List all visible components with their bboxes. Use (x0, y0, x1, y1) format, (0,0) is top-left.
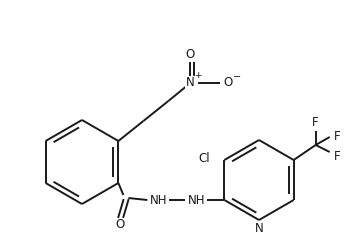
Text: O: O (186, 49, 195, 61)
Text: F: F (335, 150, 341, 164)
Text: NH: NH (188, 193, 205, 207)
Text: F: F (312, 116, 319, 129)
Text: F: F (335, 130, 341, 144)
Text: N: N (255, 222, 263, 234)
Text: +: + (193, 71, 201, 80)
Text: N: N (186, 76, 195, 89)
Text: Cl: Cl (198, 152, 210, 164)
Text: −: − (233, 72, 241, 82)
Text: NH: NH (150, 193, 167, 207)
Text: O: O (224, 76, 233, 89)
Text: O: O (116, 218, 125, 232)
